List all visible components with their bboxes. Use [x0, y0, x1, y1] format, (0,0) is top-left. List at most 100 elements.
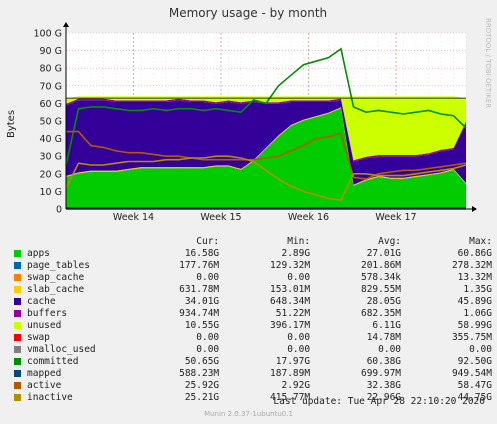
legend-series-name: mapped [12, 368, 143, 380]
legend-avg-value: 699.97M [360, 368, 402, 379]
legend-min-value: 0.00 [287, 332, 311, 343]
y-tick-labels: 0 10 G 20 G 30 G 40 G 50 G 60 G 70 G 80 G 90 G 100… [33, 29, 62, 216]
legend-row-vmalloc_used: vmalloc_used 0.00 0.00 0.00 0.00 [12, 344, 492, 356]
legend-header-cur: Cur: [196, 236, 220, 247]
y-tick-label: 20 G [40, 169, 62, 180]
legend-cur-value: 25.21G [184, 392, 220, 403]
legend-series-name: inactive [12, 392, 143, 404]
y-tick-label: 50 G [40, 117, 62, 128]
legend-min-value: 648.34M [270, 296, 311, 307]
legend-swatch [14, 346, 21, 353]
legend-max-value: 44.75G [457, 392, 492, 403]
memory-chart: Memory usage - by month Bytes RRDTOOL / … [6, 6, 492, 223]
legend-header-avg: Avg: [378, 236, 402, 247]
legend-row-inactive: inactive 25.21G 415.77M 22.96G 44.75G [12, 392, 492, 404]
legend-swatch [14, 250, 21, 257]
legend-min-value: 129.32M [270, 260, 311, 271]
legend-swatch [14, 334, 21, 341]
legend-label: swap [27, 332, 50, 343]
line-committed [65, 47, 467, 166]
legend-swatch [14, 298, 21, 305]
legend-cur-value: 631.78M [179, 284, 220, 295]
legend-swatch [14, 274, 21, 281]
rrdtool-label: RRDTOOL / TOBI OETIKER [484, 18, 492, 108]
legend-row-page_tables: page_tables 177.76M 129.32M 201.86M 278.32M [12, 260, 492, 272]
legend-min-value: 396.17M [270, 320, 311, 331]
legend-cur-value: 588.23M [179, 368, 220, 379]
line-active [66, 130, 467, 180]
y-tick-label: 80 G [40, 64, 62, 75]
legend-avg-value: 578.34k [360, 272, 402, 283]
munin-version: Munin 2.0.37-1ubuntu0.1 [204, 410, 293, 418]
y-axis-label: Bytes [6, 110, 17, 138]
legend-label: mapped [27, 368, 62, 379]
legend-max-value: 60.86G [457, 248, 492, 259]
legend-label: swap_cache [27, 272, 85, 283]
y-tick-label: 90 G [40, 46, 62, 57]
legend-avg-value: 27.01G [366, 248, 402, 259]
legend-series-name: buffers [12, 308, 143, 320]
legend-avg-value: 32.38G [366, 380, 402, 391]
legend-swatch [14, 394, 21, 401]
legend-row-unused: unused 10.55G 396.17M 6.11G 58.99G [12, 320, 492, 332]
legend-row-cache: cache 34.01G 648.34M 28.05G 45.89G [12, 296, 492, 308]
y-tick-label: 40 G [40, 134, 62, 145]
legend-cur-value: 934.74M [179, 308, 220, 319]
legend-header-spacer [12, 236, 143, 248]
legend-min-value: 0.00 [287, 344, 311, 355]
legend-avg-value: 14.78M [366, 332, 402, 343]
legend-swatch [14, 310, 21, 317]
y-tick-label: 10 G [40, 187, 62, 198]
legend-cur-value: 0.00 [196, 272, 220, 283]
legend-label: cache [27, 296, 56, 307]
legend-cur-value: 177.76M [179, 260, 220, 271]
legend-label: buffers [27, 308, 68, 319]
legend-swatch [14, 358, 21, 365]
legend-swatch [14, 370, 21, 377]
legend-max-value: 1.06G [463, 308, 492, 319]
legend-min-value: 2.89G [281, 248, 311, 259]
legend-max-value: 45.89G [457, 296, 492, 307]
legend-table: Cur: Min: Avg: Max: apps 16.58G 2.89G 27.01… [12, 236, 492, 404]
legend-cur-value: 10.55G [184, 320, 220, 331]
legend-cur-value: 0.00 [196, 332, 220, 343]
legend-avg-value: 28.05G [366, 296, 402, 307]
legend-label: slab_cache [27, 284, 85, 295]
legend-label: page_tables [27, 260, 90, 271]
y-tick-label: 0 [56, 205, 62, 216]
last-update: Last update: Tue Apr 28 22:10:20 2020 [273, 396, 485, 407]
legend-cur-value: 0.00 [196, 344, 220, 355]
legend-max-value: 0.00 [469, 344, 492, 355]
legend-cur-value: 34.01G [184, 296, 220, 307]
legend-header: Cur: Min: Avg: Max: [12, 236, 492, 248]
legend-series-name: cache [12, 296, 143, 308]
legend-series-name: swap_cache [12, 272, 143, 284]
legend-max-value: 278.32M [451, 260, 492, 271]
legend-series-name: committed [12, 356, 143, 368]
y-tick-label: 60 G [40, 99, 62, 110]
legend-row-slab_cache: slab_cache 631.78M 153.01M 829.55M 1.35G [12, 284, 492, 296]
legend-series-name: unused [12, 320, 143, 332]
legend-min-value: 0.00 [287, 272, 311, 283]
legend-swatch [14, 262, 21, 269]
legend-avg-value: 6.11G [372, 320, 402, 331]
legend-series-name: swap [12, 332, 143, 344]
legend-swatch [14, 286, 21, 293]
legend-row-mapped: mapped 588.23M 187.89M 699.97M 949.54M [12, 368, 492, 380]
y-tick-label: 100 G [33, 29, 62, 40]
legend-header-min: Min: [287, 236, 311, 247]
legend-swatch [14, 382, 21, 389]
legend-label: apps [27, 248, 50, 259]
legend-series-name: page_tables [12, 260, 143, 272]
legend-min-value: 187.89M [270, 368, 311, 379]
legend-max-value: 58.99G [457, 320, 492, 331]
legend-avg-value: 22.96G [366, 392, 402, 403]
legend-cur-value: 25.92G [184, 380, 220, 391]
legend-min-value: 51.22M [275, 308, 311, 319]
legend-label: unused [27, 320, 62, 331]
legend-avg-value: 60.38G [366, 356, 402, 367]
y-tick-label: 70 G [40, 81, 62, 92]
legend-max-value: 58.47G [457, 380, 492, 391]
legend-row-swap_cache: swap_cache 0.00 0.00 578.34k 13.32M [12, 272, 492, 284]
legend-label: committed [27, 356, 79, 367]
